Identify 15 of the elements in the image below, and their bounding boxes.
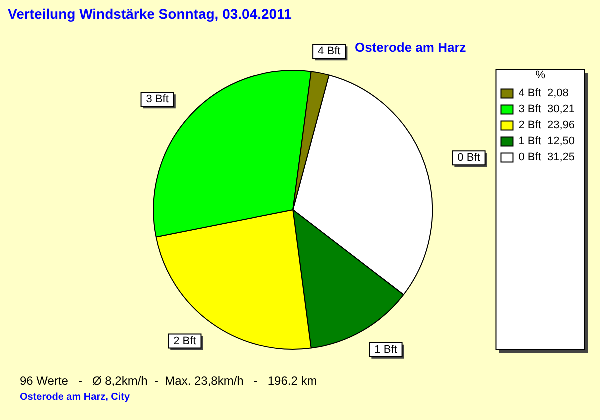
- chart-subtitle: Osterode am Harz: [355, 40, 466, 55]
- slice-label: 1 Bft: [374, 344, 398, 356]
- legend-label: 0 Bft: [458, 152, 480, 164]
- text: 96 Werte - Ø 8,2km/h - Max. 23,8km/h - 196.2 km: [20, 374, 318, 388]
- category-label: 0 Bft 31,25: [518, 152, 576, 164]
- slice-label: 2 Bft: [174, 335, 196, 348]
- category-label: 2 Bft 23,96: [518, 120, 576, 132]
- chart-title: Verteilung Windstärke Sonntag, 03.04.2011: [8, 6, 292, 22]
- legend-title: %: [536, 70, 546, 82]
- text: Osterode am Harz, City: [20, 392, 130, 403]
- slice-label: 3 Bft: [146, 94, 169, 106]
- category-label: 3 Bft 30,21: [518, 104, 576, 116]
- category-label: 1 Bft 12,50: [518, 136, 576, 148]
- slice-label: 4 Bft: [318, 46, 341, 58]
- category-label: 4 Bft 2,08: [518, 88, 569, 100]
